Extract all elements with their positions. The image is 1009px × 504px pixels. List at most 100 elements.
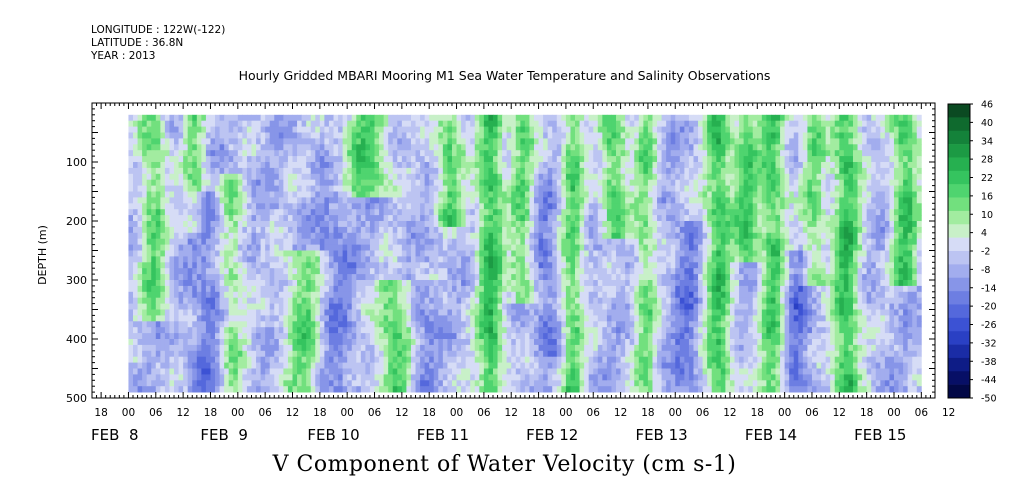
heatmap-cell (383, 185, 389, 192)
heatmap-cell (315, 386, 321, 393)
heatmap-cell (192, 238, 198, 245)
heatmap-cell (547, 250, 553, 257)
heatmap-cell (451, 374, 457, 381)
heatmap-cell (383, 262, 389, 269)
heatmap-cell (297, 291, 303, 299)
heatmap-cell (534, 162, 539, 169)
heatmap-cell (155, 339, 161, 346)
heatmap-cell (474, 138, 480, 145)
heatmap-cell (265, 126, 271, 133)
heatmap-cell (570, 173, 576, 181)
heatmap-cell (420, 262, 426, 269)
heatmap-cell (365, 280, 371, 287)
heatmap-cell (233, 209, 239, 216)
heatmap-cell (420, 238, 426, 245)
heatmap-cell (420, 356, 426, 363)
heatmap-cell (174, 333, 179, 340)
heatmap-cell (228, 244, 234, 251)
heatmap-cell (269, 274, 275, 281)
heatmap-cell (183, 303, 189, 310)
heatmap-cell (438, 173, 444, 181)
heatmap-cell (588, 380, 594, 387)
heatmap-cell (406, 156, 412, 163)
heatmap-cell (205, 120, 211, 127)
heatmap-cell (451, 339, 457, 346)
heatmap-cell (128, 256, 134, 263)
heatmap-cell (442, 126, 448, 133)
heatmap-cell (164, 274, 170, 281)
heatmap-cell (456, 250, 462, 257)
heatmap-cell (265, 386, 271, 393)
heatmap-cell (351, 197, 357, 204)
heatmap-cell (397, 280, 403, 287)
heatmap-cell (456, 138, 462, 145)
heatmap-cell (379, 268, 385, 275)
heatmap-cell (192, 191, 198, 198)
heatmap-cell (447, 150, 453, 157)
heatmap-cell (237, 132, 243, 139)
heatmap-cell (561, 156, 567, 163)
heatmap-cell (237, 268, 243, 275)
heatmap-cell (488, 291, 494, 299)
heatmap-cell (570, 362, 576, 369)
heatmap-cell (328, 268, 334, 275)
heatmap-cell (351, 297, 357, 304)
heatmap-cell (593, 262, 599, 269)
heatmap-cell (133, 374, 138, 381)
heatmap-cell (274, 262, 280, 269)
heatmap-cell (383, 144, 389, 151)
heatmap-cell (224, 191, 230, 198)
heatmap-cell (333, 179, 339, 186)
heatmap-cell (461, 209, 467, 216)
heatmap-cell (543, 321, 549, 328)
heatmap-cell (228, 156, 234, 163)
heatmap-cell (351, 138, 357, 145)
heatmap-cell (333, 120, 339, 127)
heatmap-cell (424, 339, 430, 346)
heatmap-cell (520, 256, 526, 263)
heatmap-cell (133, 203, 138, 210)
heatmap-cell (506, 350, 512, 358)
heatmap-cell (474, 356, 480, 363)
heatmap-cell (174, 209, 179, 216)
heatmap-cell (556, 226, 562, 234)
heatmap-cell (429, 356, 435, 363)
heatmap-cell (602, 274, 608, 281)
heatmap-cell (174, 179, 179, 186)
heatmap-cell (137, 291, 143, 299)
heatmap-cell (406, 126, 412, 133)
heatmap-cell (534, 350, 539, 358)
heatmap-cell (155, 297, 161, 304)
heatmap-cell (497, 120, 503, 127)
heatmap-cell (256, 303, 261, 310)
heatmap-cell (347, 197, 353, 204)
heatmap-cell (210, 221, 216, 228)
heatmap-cell (269, 297, 275, 304)
heatmap-cell (420, 179, 426, 186)
heatmap-cell (269, 321, 275, 328)
heatmap-cell (251, 262, 257, 269)
heatmap-cell (374, 268, 380, 275)
heatmap-cell (242, 274, 248, 281)
heatmap-cell (205, 339, 211, 346)
heatmap-cell (556, 191, 562, 198)
heatmap-cell (278, 114, 284, 122)
heatmap-cell (160, 262, 166, 269)
heatmap-cell (237, 309, 243, 316)
heatmap-cell (410, 215, 416, 222)
heatmap-cell (328, 356, 334, 363)
heatmap-cell (347, 120, 353, 127)
heatmap-cell (529, 374, 535, 381)
heatmap-cell (588, 303, 594, 310)
heatmap-cell (219, 215, 225, 222)
heatmap-cell (552, 173, 558, 181)
heatmap-cell (429, 215, 435, 222)
heatmap-cell (347, 350, 353, 358)
heatmap-cell (602, 327, 608, 334)
heatmap-cell (205, 144, 211, 151)
heatmap-cell (219, 238, 225, 245)
heatmap-cell (588, 197, 594, 204)
heatmap-cell (306, 262, 312, 269)
heatmap-cell (324, 374, 330, 381)
heatmap-cell (242, 280, 248, 287)
